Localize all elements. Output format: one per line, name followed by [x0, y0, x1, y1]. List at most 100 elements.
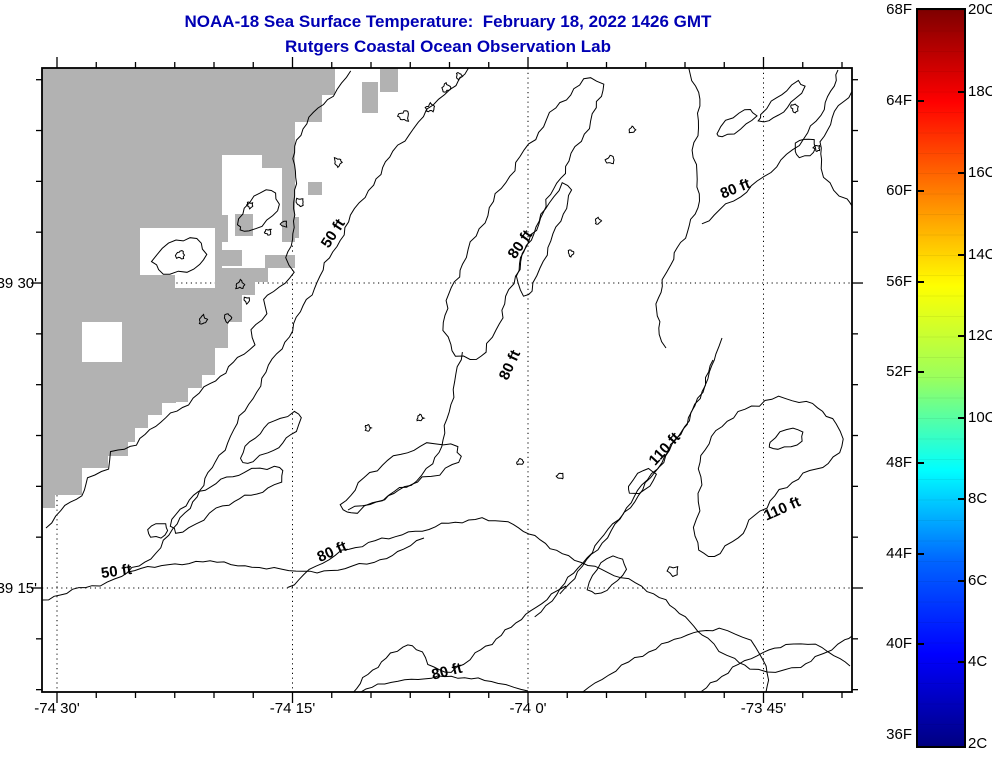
x-axis-label: -74 30'	[34, 700, 80, 717]
depth-contour	[559, 337, 723, 595]
depth-contour-island	[555, 472, 564, 480]
depth-contour	[716, 108, 758, 138]
depth-contour-island	[235, 278, 246, 290]
figure-subtitle: Rutgers Coastal Ocean Observation Lab	[285, 37, 611, 56]
depth-contour	[701, 643, 851, 692]
colorbar-tick	[958, 335, 964, 338]
depth-contour-island	[243, 296, 251, 305]
y-axis-label: 39 15'	[0, 580, 37, 597]
depth-contour-island	[604, 154, 615, 165]
contour-label: 80 ft	[430, 660, 464, 684]
y-axis-label: 39 30'	[0, 275, 37, 292]
depth-contour	[42, 68, 470, 601]
depth-contour-island	[246, 201, 254, 210]
depth-contour-island	[424, 101, 436, 113]
depth-contour	[150, 237, 208, 275]
axis-labels: -74 30' -74 15' -74 0' -73 45' 39 30' 39 15'	[0, 275, 786, 717]
figure-title: NOAA-18 Sea Surface Temperature: Februar…	[184, 12, 712, 31]
colorbar-c-label: 12C	[968, 327, 992, 345]
depth-contour	[655, 68, 701, 349]
colorbar-f-label: 68F	[886, 1, 912, 18]
colorbar-tick	[918, 552, 924, 555]
depth-contour	[442, 77, 605, 361]
land-mask	[42, 68, 398, 508]
land-mask-main	[42, 68, 335, 508]
land-mask-block	[362, 82, 378, 113]
colorbar-c-label: 16C	[968, 164, 992, 182]
depth-contour-island	[416, 413, 426, 422]
depth-contour	[127, 537, 425, 574]
depth-contour	[757, 79, 806, 123]
colorbar-tick	[918, 462, 924, 465]
depth-contour	[147, 523, 169, 539]
depth-contours	[42, 68, 852, 692]
depth-contour-island	[198, 313, 209, 325]
depth-contour	[581, 627, 770, 692]
colorbar-f-label: 56F	[886, 272, 912, 290]
depth-contour	[169, 465, 284, 534]
depth-contour	[819, 91, 852, 207]
colorbar-c-label: 8C	[968, 490, 988, 508]
x-axis-label: -73 45'	[741, 700, 787, 717]
colorbar-tick	[918, 280, 924, 283]
colorbar-f-label: 36F	[886, 725, 912, 743]
colorbar-c-label: 10C	[968, 408, 992, 426]
land-mask-block	[150, 390, 176, 403]
depth-contour-island	[567, 249, 575, 258]
land-mask-block	[308, 182, 322, 195]
depth-contour	[768, 427, 804, 450]
depth-contour	[339, 442, 462, 514]
depth-contour-island	[263, 228, 273, 236]
depth-contour	[287, 517, 852, 673]
colorbar-tick	[958, 253, 964, 256]
colorbar-c-label: 14C	[968, 245, 992, 263]
depth-contour-island	[666, 566, 679, 578]
depth-contour-island	[628, 125, 637, 134]
colorbar-f-label: 52F	[886, 363, 912, 381]
colorbar-tick	[958, 661, 964, 664]
colorbar-c-label: 18C	[968, 82, 992, 100]
colorbar-tick	[958, 416, 964, 419]
depth-contour-island	[516, 457, 525, 466]
depth-contour	[239, 410, 302, 464]
depth-contour	[353, 585, 567, 692]
depth-contour-island	[364, 423, 373, 432]
colorbar-tick	[958, 90, 964, 93]
depth-contour-island	[279, 220, 288, 228]
colorbar-f-label: 44F	[886, 544, 912, 562]
colorbar-c-label: 2C	[968, 735, 988, 752]
land-mask-block	[108, 442, 128, 456]
depth-contour-island	[790, 103, 799, 114]
depth-contour-island	[174, 250, 186, 260]
depth-contour	[794, 138, 817, 159]
depth-contour	[701, 69, 839, 225]
depth-contour-island	[295, 197, 304, 208]
colorbar-c-label: 4C	[968, 653, 988, 671]
contour-label: 50 ft	[100, 561, 133, 582]
colorbar-tick	[958, 172, 964, 175]
colorbar-tick	[958, 579, 964, 582]
depth-contour	[586, 555, 628, 595]
colorbar-tick	[918, 371, 924, 374]
map-frame	[41, 67, 853, 693]
colorbar-f-label: 48F	[886, 454, 912, 472]
depth-contour-island	[396, 110, 410, 122]
colorbar-gradient	[916, 8, 966, 748]
colorbar-c-label: 6C	[968, 571, 988, 589]
colorbar-f-label: 40F	[886, 635, 912, 653]
depth-contour	[692, 395, 844, 557]
land-mask-block	[380, 68, 398, 92]
x-axis-label: -74 0'	[509, 700, 546, 717]
depth-contour-island	[812, 144, 821, 153]
depth-contour-island	[223, 313, 233, 324]
depth-contour-island	[441, 81, 452, 93]
depth-contour	[515, 182, 573, 297]
colorbar-tick	[918, 190, 924, 193]
colorbar-c-label: 20C	[968, 1, 992, 18]
depth-contour-island	[333, 156, 343, 169]
depth-contour	[360, 675, 529, 692]
depth-contour-island	[455, 72, 464, 81]
depth-contour	[627, 467, 658, 495]
colorbar-f-label: 64F	[886, 91, 912, 109]
